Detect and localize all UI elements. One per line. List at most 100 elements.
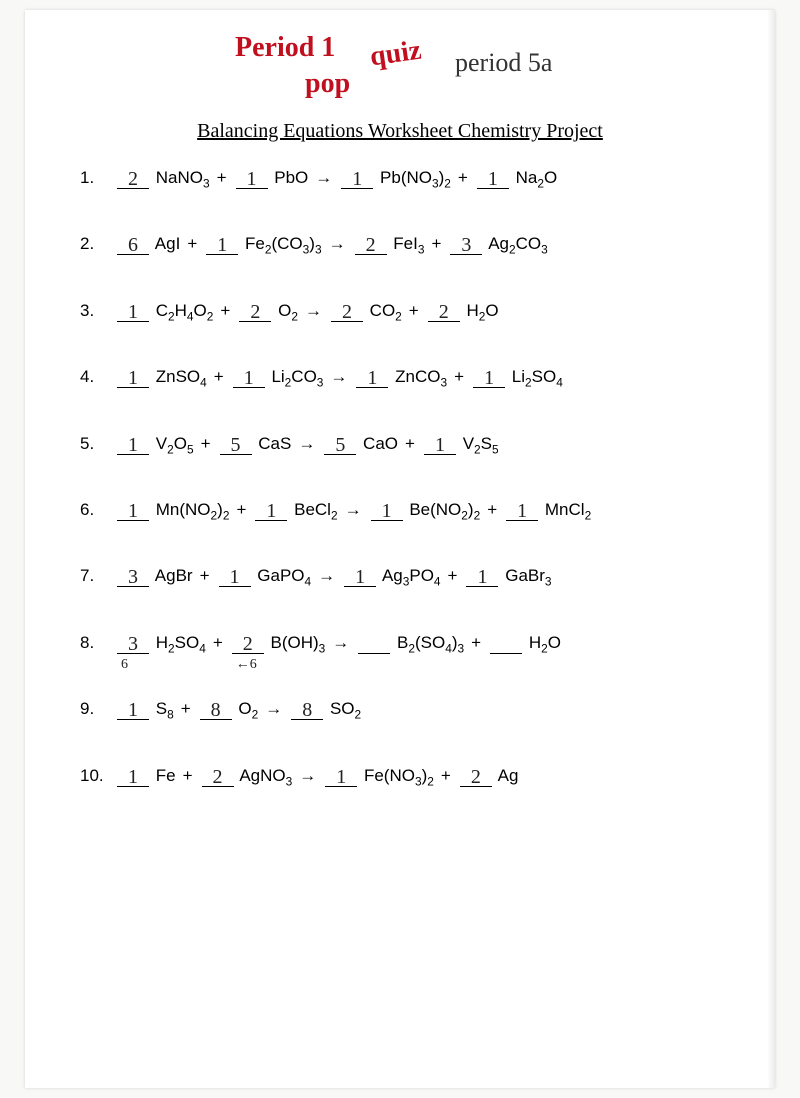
- handwritten-coefficient: 3: [461, 234, 471, 256]
- term: 1 S8: [115, 699, 174, 721]
- coefficient-blank[interactable]: [490, 633, 522, 654]
- term: 6 AgI: [115, 234, 180, 255]
- chemical-formula: Li2CO3: [271, 367, 323, 386]
- coefficient-blank[interactable]: 1: [255, 500, 287, 521]
- coefficient-blank[interactable]: 1: [117, 367, 149, 388]
- coefficient-blank[interactable]: 2: [117, 168, 149, 189]
- plus-op: +: [236, 500, 246, 520]
- plus-op: +: [448, 566, 458, 586]
- coefficient-blank[interactable]: 2: [355, 234, 387, 255]
- term: 5 CaS: [218, 434, 292, 455]
- handwritten-coefficient: 1: [128, 301, 138, 323]
- handwritten-coefficient: 5: [231, 434, 241, 456]
- chemical-formula: ZnCO3: [395, 367, 447, 386]
- coefficient-blank[interactable]: 1: [325, 766, 357, 787]
- handwritten-coefficient: 1: [128, 699, 138, 721]
- problem-row: 9.1 S8+8 O2→8 SO2: [80, 699, 725, 721]
- coefficient-blank[interactable]: 2: [232, 633, 264, 654]
- coefficient-blank[interactable]: 3: [450, 234, 482, 255]
- handwritten-coefficient: [504, 633, 509, 655]
- term: 1 GaPO4: [217, 566, 312, 588]
- coefficient-blank[interactable]: 1: [473, 367, 505, 388]
- arrow-icon: →: [345, 500, 362, 520]
- term: 1 Na2O: [475, 168, 557, 190]
- coefficient-blank[interactable]: 2: [331, 301, 363, 322]
- term: 2 CO2: [329, 301, 402, 323]
- coefficient-blank[interactable]: 8: [200, 699, 232, 720]
- coefficient-blank[interactable]: 1: [356, 367, 388, 388]
- handwritten-coefficient: [372, 633, 377, 655]
- coefficient-blank[interactable]: 1: [117, 434, 149, 455]
- plus-op: +: [213, 633, 223, 653]
- coefficient-blank[interactable]: 5: [324, 434, 356, 455]
- handwritten-coefficient: 2: [213, 766, 223, 788]
- plus-op: +: [214, 367, 224, 387]
- problem-row: 7.3 AgBr+1 GaPO4→1 Ag3PO4+1 GaBr3: [80, 566, 725, 588]
- chemical-formula: Li2SO4: [512, 367, 563, 386]
- coefficient-blank[interactable]: 1: [344, 566, 376, 587]
- problem-number: 3.: [80, 301, 115, 321]
- chemical-formula: PbO: [274, 168, 308, 187]
- coefficient-blank[interactable]: 2: [239, 301, 271, 322]
- coefficient-blank[interactable]: 2: [460, 766, 492, 787]
- handwriting-red-1: Period 1: [235, 32, 335, 64]
- coefficient-blank[interactable]: 1: [341, 168, 373, 189]
- chemical-formula: ZnSO4: [156, 367, 207, 386]
- arrow-icon: →: [330, 367, 347, 387]
- worksheet-title: Balancing Equations Worksheet Chemistry …: [75, 120, 725, 143]
- coefficient-blank[interactable]: 2: [428, 301, 460, 322]
- term: 1 Fe2(CO3)3: [204, 234, 321, 256]
- term: 1 Fe(NO3)2: [323, 766, 434, 788]
- coefficient-blank[interactable]: 1: [233, 367, 265, 388]
- term: 3 H2SO46: [115, 633, 206, 655]
- coefficient-blank[interactable]: [358, 633, 390, 654]
- problem-number: 2.: [80, 234, 115, 254]
- coefficient-blank[interactable]: 1: [117, 301, 149, 322]
- handwritten-coefficient: 2: [243, 633, 253, 655]
- coefficient-blank[interactable]: 8: [291, 699, 323, 720]
- term: 1 V2S5: [422, 434, 499, 456]
- coefficient-blank[interactable]: 3: [117, 566, 149, 587]
- handwritten-coefficient: 1: [488, 168, 498, 190]
- handwritten-coefficient: 1: [517, 500, 527, 522]
- handwritten-header: Period 1 pop quiz period 5a: [75, 40, 725, 110]
- term: 1 V2O5: [115, 434, 194, 456]
- handwritten-coefficient: 1: [128, 434, 138, 456]
- term: 1 MnCl2: [504, 500, 591, 522]
- chemical-formula: BeCl2: [294, 500, 337, 519]
- coefficient-blank[interactable]: 1: [466, 566, 498, 587]
- coefficient-blank[interactable]: 1: [371, 500, 403, 521]
- chemical-formula: AgNO3: [239, 766, 292, 785]
- coefficient-blank[interactable]: 5: [220, 434, 252, 455]
- equation: 6 AgI+1 Fe2(CO3)3→2 FeI3+3 Ag2CO3: [115, 234, 548, 256]
- coefficient-blank[interactable]: 1: [424, 434, 456, 455]
- coefficient-blank[interactable]: 1: [206, 234, 238, 255]
- problem-number: 5.: [80, 434, 115, 454]
- term: 1 ZnCO3: [354, 367, 447, 389]
- coefficient-blank[interactable]: 1: [506, 500, 538, 521]
- equation: 3 H2SO46+2 B(OH)3←6→ B2(SO4)3+ H2O: [115, 633, 561, 655]
- chemical-formula: Be(NO2)2: [409, 500, 480, 519]
- plus-op: +: [471, 633, 481, 653]
- handwritten-coefficient: 1: [352, 168, 362, 190]
- chemical-formula: Na2O: [516, 168, 558, 187]
- equation: 1 Mn(NO2)2+1 BeCl2→1 Be(NO2)2+1 MnCl2: [115, 500, 591, 522]
- coefficient-blank[interactable]: 1: [219, 566, 251, 587]
- problem-number: 7.: [80, 566, 115, 586]
- coefficient-blank[interactable]: 6: [117, 234, 149, 255]
- coefficient-blank[interactable]: 1: [117, 500, 149, 521]
- plus-op: +: [201, 434, 211, 454]
- plus-op: +: [200, 566, 210, 586]
- coefficient-blank[interactable]: 3: [117, 633, 149, 654]
- coefficient-blank[interactable]: 1: [477, 168, 509, 189]
- plus-op: +: [409, 301, 419, 321]
- plus-op: +: [405, 434, 415, 454]
- coefficient-blank[interactable]: 1: [117, 766, 149, 787]
- equation: 1 Fe+2 AgNO3→1 Fe(NO3)2+2 Ag: [115, 766, 518, 788]
- chemical-formula: H2O: [529, 633, 561, 652]
- coefficient-blank[interactable]: 1: [236, 168, 268, 189]
- coefficient-blank[interactable]: 2: [202, 766, 234, 787]
- chemical-formula: SO2: [330, 699, 361, 718]
- coefficient-blank[interactable]: 1: [117, 699, 149, 720]
- term: 1 PbO: [234, 168, 309, 189]
